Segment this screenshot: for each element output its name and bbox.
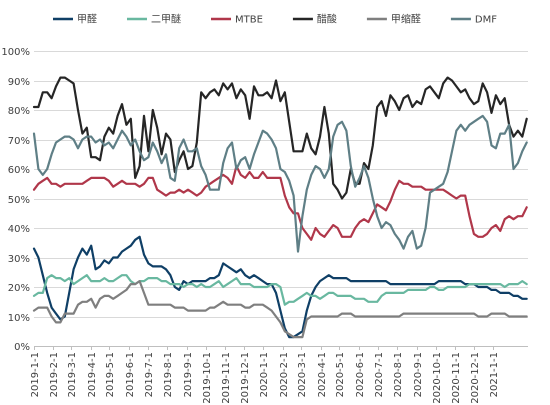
x-tick-label: 2019-11-1 [221, 352, 232, 404]
x-tick-label: 2020-7-1 [374, 352, 385, 397]
series-line [32, 114, 528, 253]
x-tick-label: 2019-6-1 [125, 352, 136, 397]
series-line [32, 274, 528, 306]
x-tick-label: 2020-12-1 [470, 352, 481, 404]
legend: 甲醛 二甲醚 MTBE 醋酸 甲缩醛 DMF [52, 13, 497, 26]
x-tick-label: 2020-4-1 [317, 352, 328, 397]
y-tick-label: 70% [8, 136, 30, 147]
x-tick-label: 2019-2-1 [49, 352, 60, 397]
y-tick-label: 20% [8, 283, 30, 294]
x-tick-label: 2019-12-1 [240, 352, 251, 404]
series-line [32, 235, 528, 339]
x-tick-label: 2020-9-1 [413, 352, 424, 397]
x-tick-label: 2020-3-1 [297, 352, 308, 397]
y-axis: 0% 10% 20% 30% 40% 50% 60% 70% 80% 90% 100% [1, 47, 30, 353]
y-tick-label: 100% [1, 47, 30, 58]
legend-item: 醋酸 [292, 13, 337, 26]
gridlines [34, 51, 528, 347]
y-tick-label: 90% [8, 77, 30, 88]
legend-item: MTBE [210, 15, 263, 26]
y-tick-label: 0% [14, 342, 30, 353]
legend-label: 甲缩醛 [391, 13, 421, 26]
x-tick-label: 2020-1-1 [259, 352, 270, 397]
legend-label: MTBE [235, 15, 263, 26]
x-tick-label: 2020-5-1 [335, 352, 346, 397]
x-tick-label: 2021-1-1 [489, 352, 500, 397]
legend-item: 二甲醚 [126, 13, 181, 26]
x-tick-label: 2019-4-1 [87, 352, 98, 397]
legend-item: 甲缩醛 [366, 13, 421, 26]
x-tick-label: 2019-5-1 [105, 352, 116, 397]
y-tick-label: 10% [8, 313, 30, 324]
y-tick-label: 30% [8, 254, 30, 265]
x-tick-label: 2020-8-1 [393, 352, 404, 397]
y-tick-label: 60% [8, 165, 30, 176]
legend-label: DMF [475, 15, 497, 26]
x-tick-label: 2020-2-1 [279, 352, 290, 397]
x-tick-label: 2019-9-1 [183, 352, 194, 397]
legend-label: 醋酸 [317, 13, 337, 26]
x-tick-label: 2019-3-1 [67, 352, 78, 397]
x-tick-label: 2019-1-1 [30, 352, 41, 397]
series-line [32, 280, 528, 339]
legend-label: 二甲醚 [151, 13, 181, 26]
x-tick-label: 2020-11-1 [451, 352, 462, 404]
y-tick-label: 50% [8, 195, 30, 206]
legend-label: 甲醛 [77, 13, 97, 26]
x-tick-label: 2019-7-1 [144, 352, 155, 397]
series-line [32, 76, 528, 200]
legend-item: 甲醛 [52, 13, 97, 26]
y-tick-label: 80% [8, 106, 30, 117]
x-tick-label: 2019-10-1 [202, 352, 213, 404]
series-lines [32, 76, 528, 339]
x-tick-label: 2020-6-1 [355, 352, 366, 397]
x-tick-label: 2020-10-1 [432, 352, 443, 404]
series-line [32, 165, 528, 241]
x-tick-label: 2019-8-1 [163, 352, 174, 397]
legend-item: DMF [450, 15, 497, 26]
y-tick-label: 40% [8, 224, 30, 235]
x-axis: 2019-1-1 2019-2-1 2019-3-1 2019-4-1 2019-5-1… [30, 346, 500, 404]
